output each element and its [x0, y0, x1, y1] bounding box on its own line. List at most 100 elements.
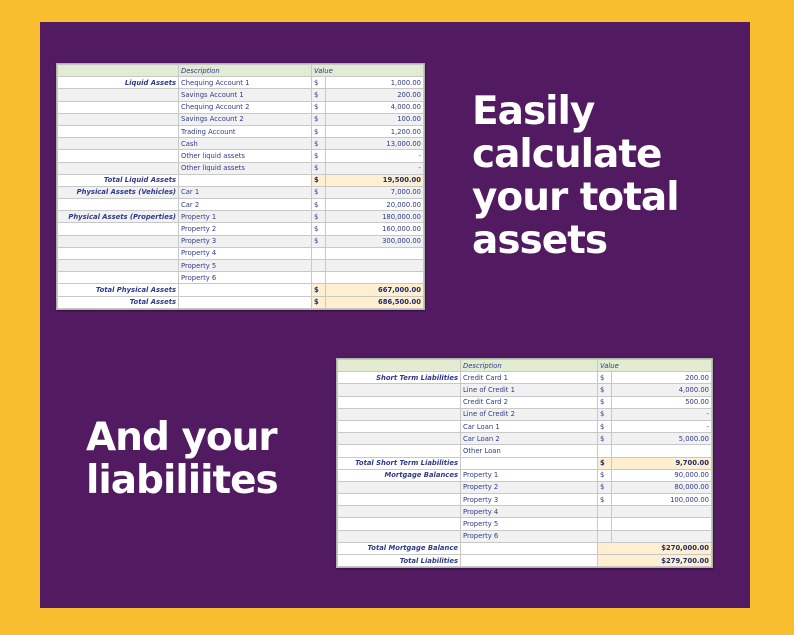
row-currency: $	[311, 198, 326, 212]
row-currency: $	[597, 432, 612, 446]
row-value	[325, 246, 424, 261]
assets-table: Description Value Liquid Assets Chequing …	[57, 63, 424, 309]
table-row: Cash $13,000.00	[57, 137, 424, 151]
row-label	[57, 234, 179, 248]
row-description: Car 2	[178, 198, 312, 212]
table-row: Car 2 $20,000.00	[57, 198, 424, 212]
row-currency: $	[311, 185, 326, 200]
table-row: Physical Assets (Vehicles) Car 1 $7,000.00	[57, 185, 424, 200]
headline-line: liabiliites	[86, 458, 279, 503]
row-label: Short Term Liabilities	[337, 371, 461, 385]
row-description: Property 6	[178, 271, 312, 285]
row-value	[325, 271, 424, 285]
row-currency	[597, 444, 612, 458]
table-row: Credit Card 2 $500.00	[337, 395, 712, 409]
table-row: Property 2 $80,000.00	[337, 480, 712, 495]
row-currency: $	[311, 295, 326, 309]
row-label: Total Short Term Liabilities	[337, 456, 461, 470]
table-row: Property 5	[57, 258, 424, 273]
row-currency	[311, 246, 326, 261]
table-row: Mortgage Balances Property 1 $90,000.00	[337, 468, 712, 482]
row-value: 20,000.00	[325, 198, 424, 212]
table-row: Total Physical Assets $667,000.00	[57, 283, 424, 297]
row-value: 160,000.00	[325, 222, 424, 236]
row-description: Property 5	[460, 517, 598, 531]
row-currency	[597, 529, 612, 543]
row-currency	[597, 505, 612, 519]
row-description	[178, 295, 312, 309]
headline-line: your total	[472, 175, 680, 220]
row-description: Credit Card 1	[460, 371, 598, 385]
table-row: Other Loan	[337, 444, 712, 458]
row-currency: $	[311, 283, 326, 297]
row-label	[337, 493, 461, 507]
row-label: Total Liabilities	[337, 553, 461, 568]
table-row: Property 3 $100,000.00	[337, 493, 712, 507]
row-label	[337, 505, 461, 519]
row-value: 19,500.00	[325, 173, 424, 187]
table-row: Car Loan 1 $ -	[337, 419, 712, 434]
assets-header-row: Description Value	[57, 63, 424, 78]
row-label: Total Liquid Assets	[57, 173, 179, 187]
row-label	[57, 198, 179, 212]
row-currency: $	[597, 419, 612, 434]
assets-headline: Easily calculate your total assets	[472, 89, 680, 262]
row-description: Car 1	[178, 185, 312, 200]
headline-line: Easily	[472, 89, 595, 134]
row-currency: $	[311, 124, 326, 139]
row-value: 686,500.00	[325, 295, 424, 309]
row-value: $279,700.00	[597, 553, 712, 568]
row-currency: $	[311, 149, 326, 163]
row-label: Mortgage Balances	[337, 468, 461, 482]
row-description	[460, 553, 598, 568]
row-currency: $	[311, 210, 326, 224]
table-row: Total Liabilities $279,700.00	[337, 553, 712, 568]
table-row: Physical Assets (Properties) Property 1 $1…	[57, 210, 424, 224]
row-value: 500.00	[611, 395, 712, 409]
row-description	[460, 456, 598, 470]
row-value: 4,000.00	[611, 383, 712, 397]
row-value: 300,000.00	[325, 234, 424, 248]
row-currency: $	[597, 395, 612, 409]
row-label	[337, 480, 461, 495]
row-label	[57, 124, 179, 139]
header-blank-cell	[57, 63, 179, 78]
row-description: Property 2	[460, 480, 598, 495]
liabilities-table-body: Description Value Short Term Liabilities…	[337, 358, 712, 568]
row-currency: $	[597, 383, 612, 397]
row-value: 180,000.00	[325, 210, 424, 224]
table-row: Savings Account 2 $100.00	[57, 112, 424, 126]
row-currency: $	[311, 137, 326, 151]
header-description: Description	[178, 63, 312, 78]
row-value: 9,700.00	[611, 456, 712, 470]
row-currency: $	[597, 480, 612, 495]
row-value: 4,000.00	[325, 100, 424, 114]
row-value: -	[611, 419, 712, 434]
row-value: 80,000.00	[611, 480, 712, 495]
row-value: -	[611, 407, 712, 421]
row-label	[57, 161, 179, 175]
row-currency	[311, 271, 326, 285]
row-label: Total Physical Assets	[57, 283, 179, 297]
row-description: Car Loan 2	[460, 432, 598, 446]
table-row: Property 2 $160,000.00	[57, 222, 424, 236]
row-description: Trading Account	[178, 124, 312, 139]
row-label: Physical Assets (Properties)	[57, 210, 179, 224]
row-currency	[311, 258, 326, 273]
table-row: Property 3 $300,000.00	[57, 234, 424, 248]
row-description: Other Loan	[460, 444, 598, 458]
headline-line: And your	[86, 415, 278, 460]
row-description: Property 6	[460, 529, 598, 543]
row-label	[57, 137, 179, 151]
table-row: Property 4	[57, 246, 424, 261]
row-value: $270,000.00	[597, 541, 712, 556]
row-value: -	[325, 161, 424, 175]
row-value: 1,000.00	[325, 76, 424, 90]
row-label	[57, 271, 179, 285]
header-value: Value	[311, 63, 424, 78]
table-row: Total Assets $686,500.00	[57, 295, 424, 309]
row-currency: $	[311, 76, 326, 90]
row-currency: $	[597, 493, 612, 507]
row-value: 13,000.00	[325, 137, 424, 151]
table-row: Car Loan 2 $5,000.00	[337, 432, 712, 446]
